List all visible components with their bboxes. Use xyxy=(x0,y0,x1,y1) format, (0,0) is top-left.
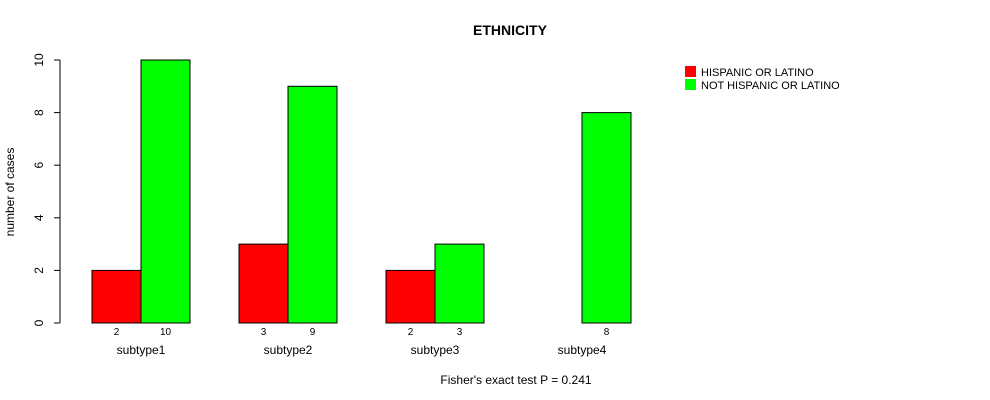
bar xyxy=(287,85,338,324)
category-labels: subtype1 subtype2 subtype3 subtype4 xyxy=(117,343,607,357)
category-label: subtype1 xyxy=(117,343,166,357)
legend-swatch xyxy=(685,66,696,77)
y-axis-title: number of cases xyxy=(3,148,17,237)
y-tick-label: 0 xyxy=(32,319,46,326)
category-label: subtype2 xyxy=(264,343,313,357)
bar-value-label: 8 xyxy=(604,327,610,338)
data-labels: 2 10 3 9 2 3 8 xyxy=(114,327,610,338)
bar-value-label: 9 xyxy=(310,327,316,338)
legend-label: NOT HISPANIC OR LATINO xyxy=(701,80,840,92)
bar xyxy=(91,269,142,324)
y-tick-label: 4 xyxy=(32,214,46,221)
bar-value-label: 2 xyxy=(114,327,120,338)
y-tick-label: 6 xyxy=(32,162,46,169)
category-label: subtype3 xyxy=(411,343,460,357)
bar xyxy=(140,59,191,324)
bar-value-label: 2 xyxy=(408,327,414,338)
y-tick-label: 8 xyxy=(32,109,46,116)
bar-value-label: 3 xyxy=(261,327,267,338)
bars xyxy=(91,59,632,324)
bar xyxy=(238,243,289,324)
category-label: subtype4 xyxy=(558,343,607,357)
bar xyxy=(434,243,485,324)
legend-label: HISPANIC OR LATINO xyxy=(701,67,814,79)
bar-value-label: 3 xyxy=(457,327,463,338)
y-axis: 0 2 4 6 8 10 xyxy=(32,53,61,326)
chart-title: ETHNICITY xyxy=(473,22,548,38)
bar xyxy=(385,269,436,324)
y-tick-label: 2 xyxy=(32,267,46,274)
bar-value-label: 10 xyxy=(160,327,172,338)
legend-swatch xyxy=(685,79,696,90)
x-axis-title: Fisher's exact test P = 0.241 xyxy=(440,373,591,387)
y-tick-label: 10 xyxy=(32,53,46,67)
bar xyxy=(581,112,632,324)
